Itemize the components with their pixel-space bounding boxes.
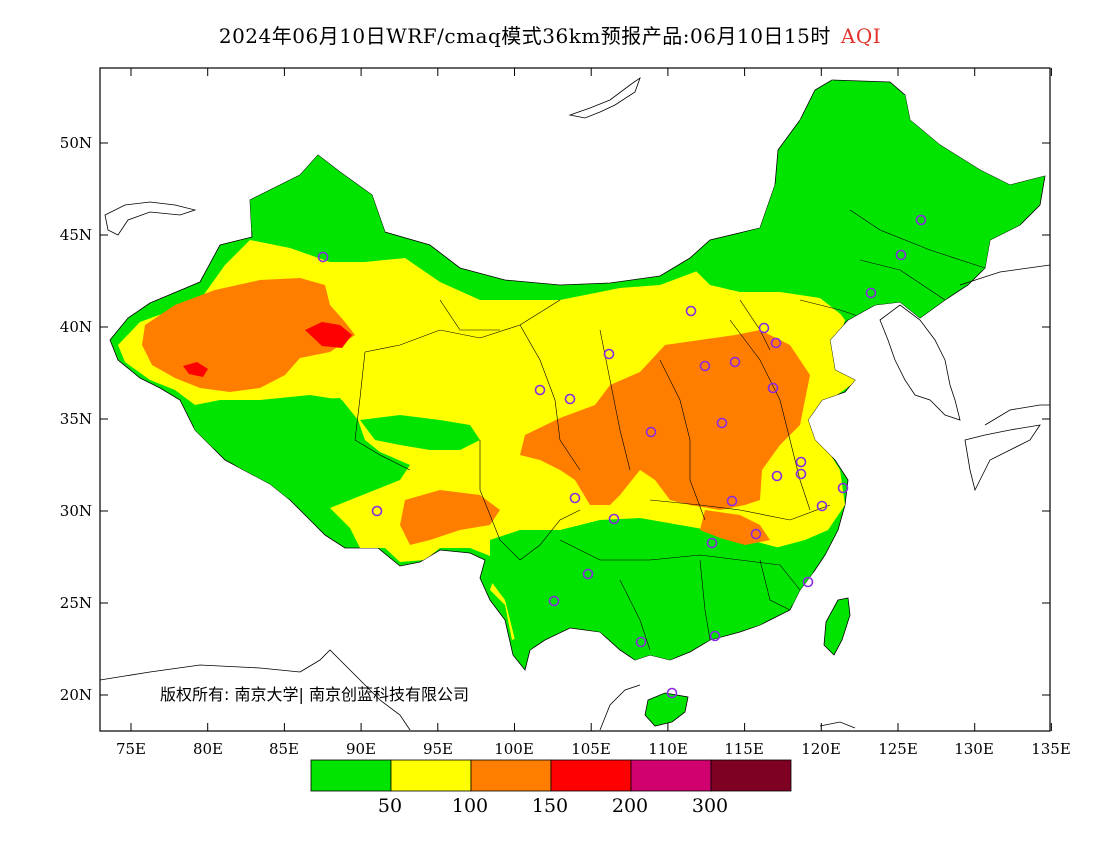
map-frame — [99, 67, 1051, 732]
legend-swatch — [550, 759, 632, 792]
aqi-zone-green-tibet — [190, 398, 405, 510]
station-marker — [534, 384, 546, 396]
station-marker — [706, 537, 718, 549]
legend-swatch — [470, 759, 552, 792]
aqi-zone-green-south — [490, 518, 815, 660]
legend-label-50: 50 — [377, 795, 403, 817]
lat-label-30n: 30N — [59, 502, 92, 520]
lon-label-100e: 100E — [494, 740, 534, 758]
legend-swatch — [630, 759, 712, 792]
station-marker — [802, 576, 814, 588]
legend-label-150: 150 — [531, 795, 569, 817]
lon-label-75e: 75E — [115, 740, 147, 758]
lat-label-45n: 45N — [59, 226, 92, 244]
neighbor-coastlines — [100, 76, 1050, 731]
station-marker — [666, 687, 678, 699]
aqi-zone-unhealthy-sensitive-central — [520, 330, 810, 510]
station-marker — [371, 505, 383, 517]
china-aqi-field — [109, 79, 1046, 671]
station-marker — [569, 492, 581, 504]
lon-label-135e: 135E — [1031, 740, 1071, 758]
legend-label-200: 200 — [611, 795, 649, 817]
lon-label-110e: 110E — [648, 740, 688, 758]
station-markers — [317, 214, 927, 699]
station-marker — [816, 500, 828, 512]
station-marker — [548, 595, 560, 607]
aqi-legend-bar — [310, 759, 792, 792]
aqi-zone-unhealthy-taklimakan-east — [305, 322, 352, 348]
lat-label-20n: 20N — [59, 686, 92, 704]
station-marker — [837, 482, 849, 494]
legend-swatch — [310, 759, 392, 792]
station-marker — [865, 287, 877, 299]
lat-label-25n: 25N — [59, 594, 92, 612]
station-marker — [685, 305, 697, 317]
station-marker — [608, 513, 620, 525]
station-marker — [750, 528, 762, 540]
lat-label-35n: 35N — [59, 410, 92, 428]
lon-label-85e: 85E — [268, 740, 300, 758]
lon-label-130e: 130E — [954, 740, 994, 758]
taiwan-island — [823, 597, 851, 656]
legend-swatch — [390, 759, 472, 792]
lon-label-95e: 95E — [422, 740, 454, 758]
title-aqi-label: AQI — [840, 24, 882, 48]
legend-label-300: 300 — [691, 795, 729, 817]
lon-label-120e: 120E — [801, 740, 841, 758]
station-marker — [795, 468, 807, 480]
station-marker — [709, 630, 721, 642]
lat-label-50n: 50N — [59, 134, 92, 152]
aqi-zone-unhealthy-sensitive-sichuan — [400, 490, 500, 545]
lon-label-90e: 90E — [345, 740, 377, 758]
station-marker — [716, 417, 728, 429]
copyright-notice: 版权所有: 南京大学| 南京创蓝科技有限公司 — [160, 685, 469, 704]
axis-ticks — [100, 68, 1052, 731]
aqi-zone-green-qinghai — [360, 415, 480, 450]
station-marker — [635, 636, 647, 648]
lon-label-125e: 125E — [878, 740, 918, 758]
station-marker — [767, 382, 779, 394]
station-marker — [795, 456, 807, 468]
station-marker — [564, 393, 576, 405]
aqi-zone-green-northeast — [690, 80, 1045, 320]
lon-label-105e: 105E — [571, 740, 611, 758]
station-marker — [771, 470, 783, 482]
lon-label-80e: 80E — [192, 740, 224, 758]
station-marker — [770, 337, 782, 349]
station-marker — [726, 495, 738, 507]
station-marker — [603, 348, 615, 360]
station-marker — [895, 249, 907, 261]
station-marker — [915, 214, 927, 226]
lon-label-115e: 115E — [724, 740, 764, 758]
aqi-zone-green-north-xinjiang — [250, 155, 385, 245]
legend-swatch — [710, 759, 792, 792]
station-marker — [758, 322, 770, 334]
lat-label-40n: 40N — [59, 318, 92, 336]
station-marker — [729, 356, 741, 368]
station-marker — [317, 251, 329, 263]
map-title: 2024年06月10日WRF/cmaq模式36km预报产品:06月10日15时 A… — [0, 20, 1100, 49]
province-borders — [354, 209, 986, 651]
aqi-zone-unhealthy-taklimakan-west — [183, 362, 208, 377]
legend-label-100: 100 — [451, 795, 489, 817]
station-marker — [645, 426, 657, 438]
title-text: 2024年06月10日WRF/cmaq模式36km预报产品:06月10日15时 — [218, 24, 831, 48]
station-marker — [699, 360, 711, 372]
station-marker — [582, 568, 594, 580]
hainan-island — [644, 692, 689, 727]
